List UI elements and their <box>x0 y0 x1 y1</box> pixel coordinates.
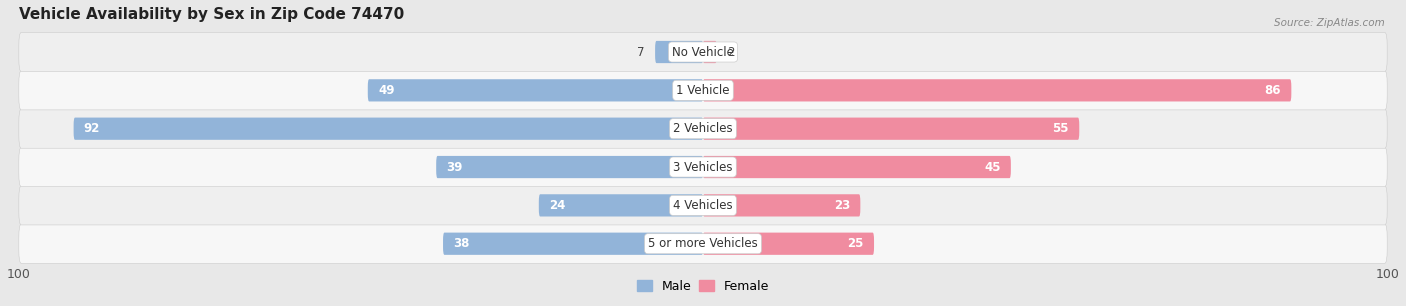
Text: 45: 45 <box>984 161 1001 174</box>
FancyBboxPatch shape <box>703 118 1080 140</box>
FancyBboxPatch shape <box>538 194 703 217</box>
Text: 4 Vehicles: 4 Vehicles <box>673 199 733 212</box>
Text: 2: 2 <box>727 46 734 58</box>
Text: 24: 24 <box>550 199 565 212</box>
FancyBboxPatch shape <box>703 194 860 217</box>
Text: 55: 55 <box>1053 122 1069 135</box>
Text: 5 or more Vehicles: 5 or more Vehicles <box>648 237 758 250</box>
Text: Source: ZipAtlas.com: Source: ZipAtlas.com <box>1274 18 1385 28</box>
FancyBboxPatch shape <box>703 156 1011 178</box>
Text: 39: 39 <box>447 161 463 174</box>
Text: 7: 7 <box>637 46 645 58</box>
Text: 23: 23 <box>834 199 851 212</box>
Legend: Male, Female: Male, Female <box>631 275 775 298</box>
Text: 86: 86 <box>1264 84 1281 97</box>
Text: Vehicle Availability by Sex in Zip Code 74470: Vehicle Availability by Sex in Zip Code … <box>18 7 404 22</box>
FancyBboxPatch shape <box>368 79 703 102</box>
FancyBboxPatch shape <box>703 79 1291 102</box>
Text: 49: 49 <box>378 84 395 97</box>
Text: 25: 25 <box>848 237 863 250</box>
Text: 2 Vehicles: 2 Vehicles <box>673 122 733 135</box>
FancyBboxPatch shape <box>703 233 875 255</box>
FancyBboxPatch shape <box>703 41 717 63</box>
FancyBboxPatch shape <box>436 156 703 178</box>
FancyBboxPatch shape <box>18 186 1388 225</box>
FancyBboxPatch shape <box>443 233 703 255</box>
FancyBboxPatch shape <box>18 71 1388 110</box>
Text: 38: 38 <box>453 237 470 250</box>
Text: 92: 92 <box>84 122 100 135</box>
FancyBboxPatch shape <box>655 41 703 63</box>
FancyBboxPatch shape <box>18 109 1388 148</box>
Text: 3 Vehicles: 3 Vehicles <box>673 161 733 174</box>
FancyBboxPatch shape <box>18 32 1388 72</box>
FancyBboxPatch shape <box>18 147 1388 187</box>
FancyBboxPatch shape <box>18 224 1388 263</box>
Text: No Vehicle: No Vehicle <box>672 46 734 58</box>
Text: 1 Vehicle: 1 Vehicle <box>676 84 730 97</box>
FancyBboxPatch shape <box>73 118 703 140</box>
